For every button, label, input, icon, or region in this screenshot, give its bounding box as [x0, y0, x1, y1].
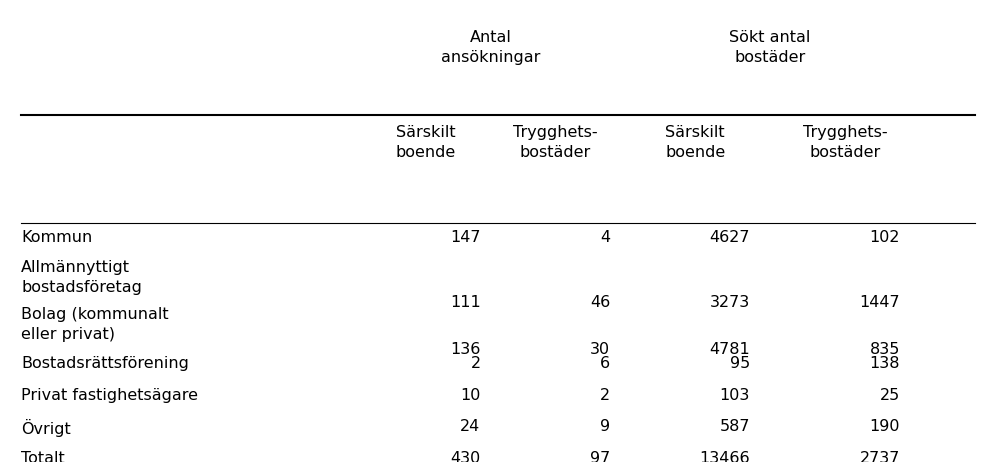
Text: 95: 95 [730, 356, 750, 371]
Text: 2: 2 [601, 388, 611, 402]
Text: 4627: 4627 [710, 231, 750, 245]
Text: Totalt: Totalt [21, 451, 65, 462]
Text: Övrigt: Övrigt [21, 419, 71, 437]
Text: 24: 24 [460, 419, 480, 434]
Text: 3273: 3273 [710, 295, 750, 310]
Text: 97: 97 [590, 451, 611, 462]
Text: 835: 835 [870, 341, 900, 357]
Text: 2737: 2737 [860, 451, 900, 462]
Text: 103: 103 [720, 388, 750, 402]
Text: 30: 30 [591, 341, 611, 357]
Text: 9: 9 [601, 419, 611, 434]
Text: Trygghets-
bostäder: Trygghets- bostäder [803, 126, 887, 160]
Text: 138: 138 [869, 356, 900, 371]
Text: Sökt antal
bostäder: Sökt antal bostäder [730, 30, 811, 65]
Text: 2: 2 [470, 356, 480, 371]
Text: 4781: 4781 [710, 341, 750, 357]
Text: 4: 4 [601, 231, 611, 245]
Text: Bostadsrättsförening: Bostadsrättsförening [21, 356, 189, 371]
Text: 587: 587 [720, 419, 750, 434]
Text: 6: 6 [601, 356, 611, 371]
Text: 13466: 13466 [700, 451, 750, 462]
Text: 190: 190 [869, 419, 900, 434]
Text: 1447: 1447 [859, 295, 900, 310]
Text: 147: 147 [450, 231, 480, 245]
Text: Bolag (kommunalt
eller privat): Bolag (kommunalt eller privat) [21, 307, 169, 342]
Text: Antal
ansökningar: Antal ansökningar [440, 30, 541, 65]
Text: 430: 430 [450, 451, 480, 462]
Text: 102: 102 [869, 231, 900, 245]
Text: Allmännyttigt
bostadsföretag: Allmännyttigt bostadsföretag [21, 260, 142, 295]
Text: 10: 10 [460, 388, 480, 402]
Text: Särskilt
boende: Särskilt boende [395, 126, 455, 160]
Text: Kommun: Kommun [21, 231, 93, 245]
Text: Trygghets-
bostäder: Trygghets- bostäder [514, 126, 598, 160]
Text: Privat fastighetsägare: Privat fastighetsägare [21, 388, 198, 402]
Text: 46: 46 [590, 295, 611, 310]
Text: Särskilt
boende: Särskilt boende [665, 126, 726, 160]
Text: 111: 111 [449, 295, 480, 310]
Text: 25: 25 [880, 388, 900, 402]
Text: 136: 136 [450, 341, 480, 357]
